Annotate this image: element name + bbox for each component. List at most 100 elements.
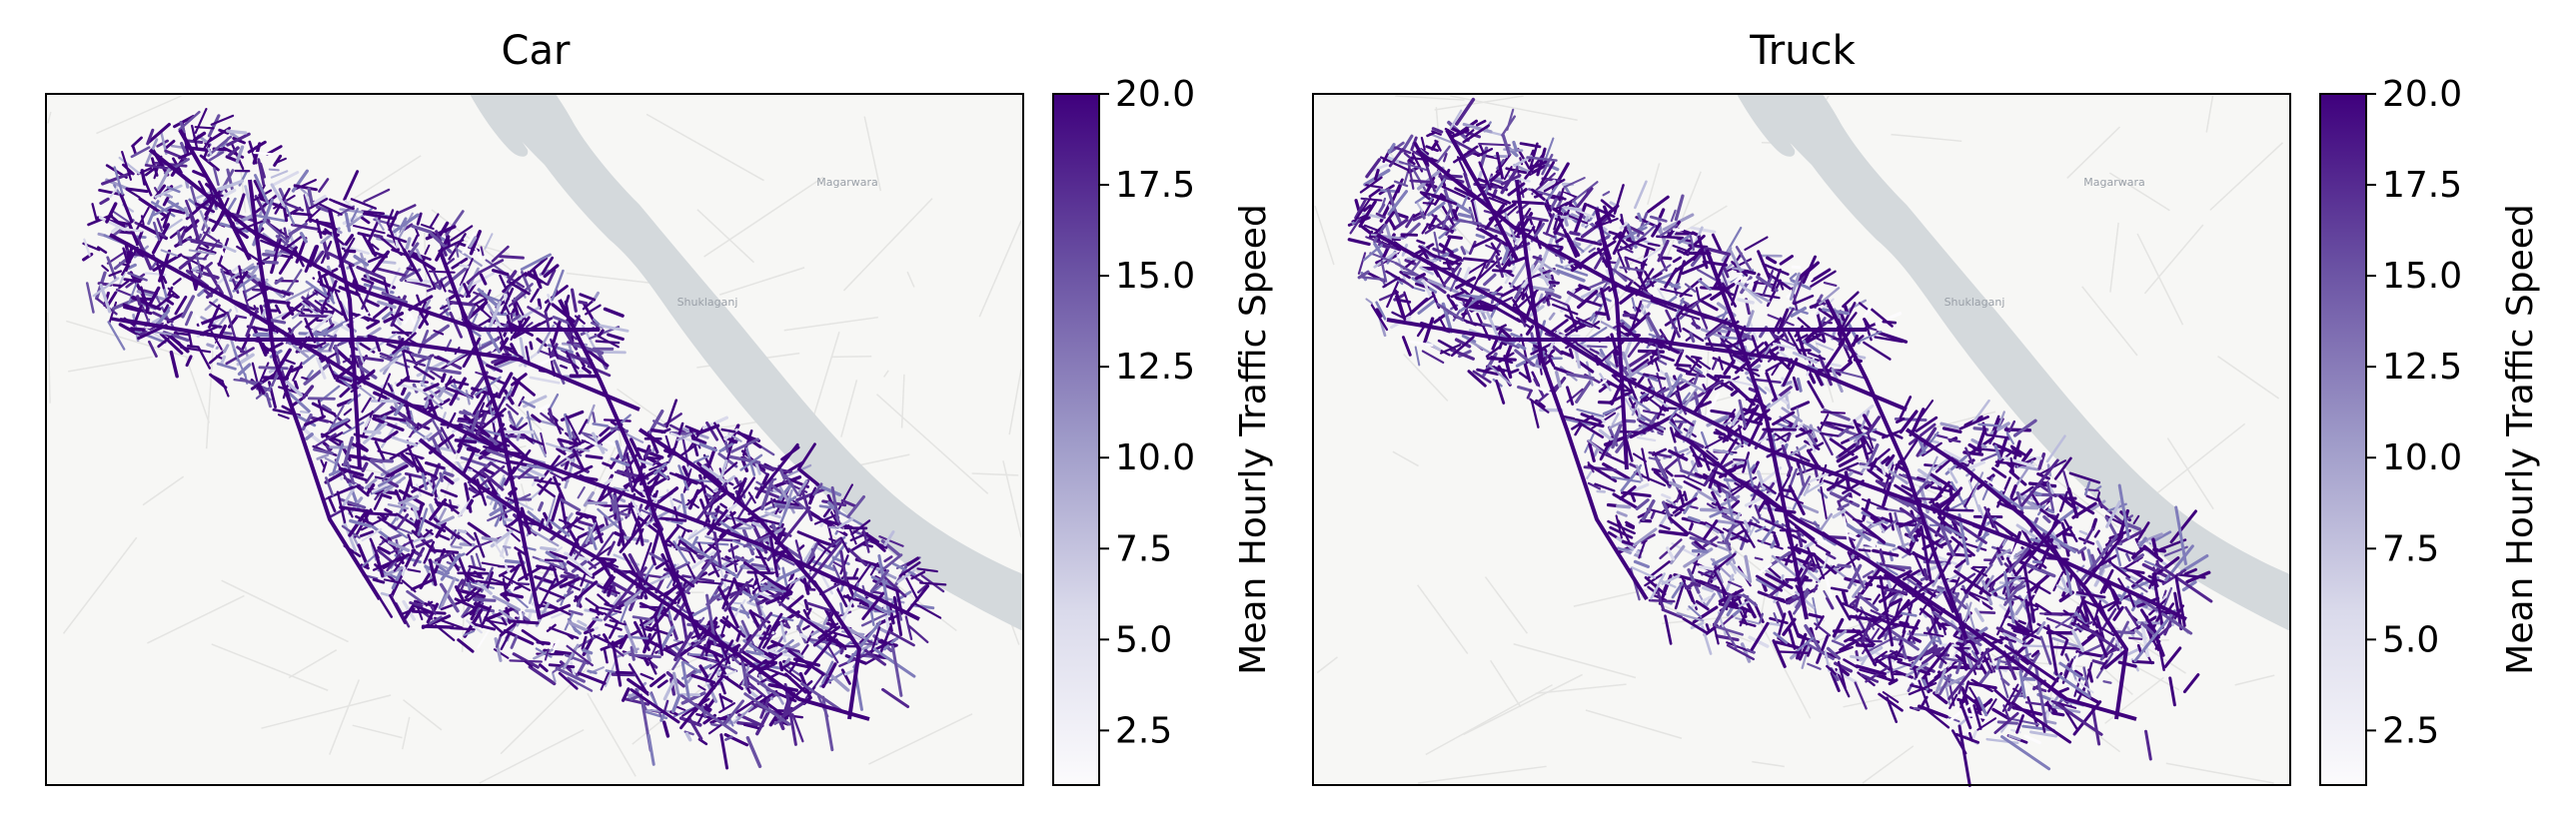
road-segment (1518, 372, 1529, 380)
road-segment (1475, 119, 1487, 127)
road-segment (1723, 266, 1730, 279)
road-segment (1973, 607, 1984, 622)
road-segment (1651, 222, 1662, 238)
road-segment (407, 568, 422, 573)
road-segment (431, 418, 450, 449)
road-segment (1552, 194, 1567, 201)
road-segment (504, 346, 524, 360)
road-segment (2099, 636, 2115, 661)
road-segment (229, 263, 255, 281)
road-segment (361, 216, 371, 225)
branch-road (719, 733, 729, 770)
road-segment (477, 627, 492, 649)
road-segment (462, 446, 478, 474)
road-segment (1422, 276, 1447, 295)
road-segment (300, 187, 310, 197)
road-segment (799, 578, 811, 589)
road-segment (342, 421, 365, 435)
road-segment (122, 228, 143, 233)
road-segment (331, 442, 345, 476)
road-segment (577, 671, 607, 685)
road-segment (405, 359, 427, 368)
road-segment (1698, 570, 1715, 579)
road-segment (600, 671, 611, 691)
road-segment (1975, 473, 1995, 490)
road-segment (568, 439, 587, 450)
road-segment (684, 668, 698, 679)
road-segment (689, 605, 711, 618)
road-segment (324, 302, 344, 317)
road-segment (1414, 346, 1421, 367)
road-segment (1576, 408, 1605, 417)
road-segment (1872, 593, 1882, 605)
road-segment (1517, 148, 1531, 170)
road-segment (238, 265, 244, 284)
road-segment (646, 467, 667, 485)
road-segment (1670, 209, 1677, 223)
road-segment (1607, 519, 1636, 535)
road-segment (417, 507, 429, 536)
road-segment (592, 412, 597, 423)
branch-road (680, 492, 687, 518)
road-segment (1423, 198, 1435, 216)
road-segment (1606, 502, 1619, 508)
road-segment (1576, 317, 1601, 330)
road-segment (270, 183, 286, 207)
road-segment (603, 575, 616, 594)
place-label-shuklaganj: Shuklaganj (677, 296, 738, 309)
road-segment (1550, 319, 1569, 334)
road-segment (389, 573, 404, 599)
road-segment (477, 581, 493, 595)
road-segment (673, 631, 693, 662)
road-segment (1944, 687, 1951, 706)
road-segment (1460, 246, 1467, 256)
road-segment (1746, 458, 1755, 487)
road-segment (111, 226, 120, 234)
road-segment (538, 501, 545, 512)
road-segment (187, 344, 200, 349)
road-segment (404, 471, 427, 480)
road-segment (778, 497, 792, 528)
branch-road (892, 595, 903, 636)
branch-road (680, 660, 690, 700)
road-segment (127, 222, 139, 245)
road-segment (634, 620, 650, 651)
road-segment (273, 238, 282, 260)
road-segment (1555, 237, 1564, 244)
road-segment (1396, 212, 1409, 220)
road-segment (1472, 370, 1492, 384)
road-segment (1895, 522, 1908, 553)
road-segment (1922, 646, 1945, 665)
road-segment (1624, 258, 1631, 271)
road-segment (1589, 278, 1610, 290)
road-segment (1765, 519, 1788, 531)
road-segment (684, 731, 692, 742)
road-segment (647, 455, 661, 460)
road-segment (1375, 301, 1387, 321)
road-segment (595, 340, 621, 345)
road-segment (622, 552, 637, 575)
road-segment (604, 658, 618, 688)
road-segment (1775, 640, 1801, 650)
road-segment (352, 534, 360, 547)
road-segment (608, 620, 620, 639)
road-segment (1441, 185, 1471, 201)
road-segment (1594, 482, 1616, 492)
road-segment (1465, 304, 1499, 310)
road-segment (248, 140, 258, 165)
road-segment (1796, 377, 1803, 393)
road-segment (1529, 398, 1550, 414)
major-road (178, 129, 252, 261)
road-segment (1509, 259, 1529, 288)
road-segment (280, 250, 292, 256)
road-segment (1925, 708, 1950, 729)
road-segment (592, 421, 610, 427)
road-segment (1802, 423, 1819, 447)
road-segment (808, 638, 834, 658)
road-segment (1895, 459, 1903, 470)
road-segment (1659, 578, 1677, 588)
road-segment (821, 660, 834, 685)
road-segment (587, 669, 598, 675)
road-segment (1950, 642, 1980, 665)
road-segment (585, 597, 601, 609)
